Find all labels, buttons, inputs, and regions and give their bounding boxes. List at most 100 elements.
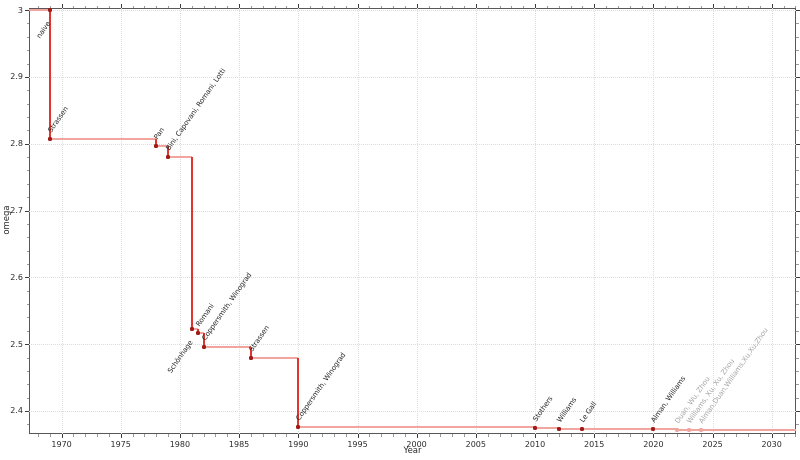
x-tick-mark bbox=[120, 434, 122, 438]
x-tick-mark bbox=[322, 5, 323, 8]
x-tick-mark bbox=[665, 434, 667, 437]
x-tick-mark bbox=[239, 4, 241, 8]
x-gridline bbox=[712, 8, 714, 434]
y-tick-mark bbox=[26, 157, 29, 158]
y-tick-mark bbox=[796, 103, 799, 105]
x-tick-label: 2000 bbox=[406, 440, 427, 449]
y-tick-mark bbox=[26, 23, 29, 25]
x-tick-mark bbox=[759, 5, 761, 8]
x-tick-mark bbox=[511, 434, 513, 437]
data-point-marker bbox=[189, 327, 194, 332]
x-tick-mark bbox=[73, 434, 75, 437]
y-tick-mark bbox=[796, 10, 800, 11]
x-tick-mark bbox=[168, 434, 170, 437]
x-tick-mark bbox=[227, 434, 229, 437]
x-tick-mark bbox=[499, 434, 501, 437]
x-tick-mark bbox=[629, 434, 631, 437]
y-gridline bbox=[29, 277, 796, 279]
x-tick-mark bbox=[452, 434, 454, 437]
x-tick-mark bbox=[191, 5, 193, 8]
y-tick-mark bbox=[796, 330, 799, 332]
x-tick-mark bbox=[191, 434, 193, 437]
y-tick-mark bbox=[796, 263, 799, 265]
y-tick-mark bbox=[26, 384, 29, 386]
x-tick-mark bbox=[298, 4, 300, 8]
x-gridline bbox=[653, 8, 655, 434]
step-segment-horizontal bbox=[298, 426, 535, 428]
y-tick-mark bbox=[25, 410, 29, 412]
x-tick-mark bbox=[641, 5, 643, 8]
step-segment-horizontal bbox=[677, 428, 689, 431]
y-tick-mark bbox=[796, 50, 799, 52]
x-gridline bbox=[298, 8, 300, 434]
data-point-marker bbox=[201, 344, 206, 349]
y-tick-mark bbox=[26, 170, 29, 172]
x-tick-mark bbox=[724, 434, 726, 437]
y-tick-mark bbox=[26, 370, 29, 372]
y-tick-mark bbox=[26, 197, 29, 199]
x-tick-mark bbox=[475, 434, 477, 438]
x-tick-mark bbox=[594, 4, 596, 8]
x-tick-mark bbox=[108, 5, 110, 8]
x-tick-mark bbox=[73, 5, 75, 8]
x-tick-mark bbox=[357, 434, 359, 438]
x-tick-mark bbox=[653, 4, 655, 8]
y-tick-label: 2.6 bbox=[10, 272, 23, 282]
x-tick-mark bbox=[606, 434, 607, 437]
data-point-marker bbox=[556, 427, 561, 432]
step-segment-horizontal bbox=[653, 428, 678, 431]
x-tick-mark bbox=[49, 434, 51, 437]
y-tick-mark bbox=[26, 290, 29, 292]
step-segment-vertical bbox=[167, 146, 170, 157]
x-tick-mark bbox=[499, 5, 501, 8]
data-point-marker bbox=[47, 8, 52, 12]
y-tick-label: 2.7 bbox=[10, 206, 23, 215]
y-tick-mark bbox=[26, 357, 29, 359]
x-tick-mark bbox=[535, 4, 536, 8]
x-tick-mark bbox=[677, 434, 678, 437]
x-tick-mark bbox=[286, 5, 288, 8]
x-tick-mark bbox=[404, 5, 406, 8]
x-tick-mark bbox=[49, 5, 51, 8]
x-tick-mark bbox=[310, 434, 312, 437]
step-segment-horizontal bbox=[250, 357, 299, 360]
y-tick-mark bbox=[26, 397, 29, 399]
data-point-marker bbox=[533, 426, 537, 431]
x-tick-mark bbox=[440, 5, 442, 8]
step-segment-vertical bbox=[249, 346, 252, 359]
x-tick-mark bbox=[570, 434, 572, 437]
x-tick-mark bbox=[688, 434, 690, 437]
plot-area: 1970 1975 1980 1985 1990 1995 2000 2005 2010 2015… bbox=[10, 4, 800, 449]
x-tick-mark bbox=[262, 434, 264, 437]
x-tick-mark bbox=[487, 5, 489, 8]
x-tick-mark bbox=[310, 5, 312, 8]
x-tick-mark bbox=[736, 434, 738, 437]
x-tick-mark bbox=[132, 434, 134, 437]
y-tick-mark bbox=[796, 197, 799, 199]
x-tick-mark bbox=[85, 434, 87, 437]
y-tick-label: 2.8 bbox=[10, 139, 23, 149]
step-segment-horizontal bbox=[191, 328, 198, 331]
x-tick-mark bbox=[736, 5, 738, 8]
x-tick-mark bbox=[700, 434, 702, 437]
x-tick-mark bbox=[795, 5, 797, 8]
step-segment-horizontal bbox=[203, 345, 251, 348]
x-tick-mark bbox=[345, 434, 347, 437]
y-tick-mark bbox=[26, 130, 29, 132]
step-segment-horizontal bbox=[49, 137, 157, 140]
x-tick-mark bbox=[333, 5, 335, 8]
x-tick-mark bbox=[179, 4, 181, 8]
x-tick-mark bbox=[487, 434, 489, 437]
y-tick-mark bbox=[796, 210, 800, 212]
step-segment-vertical bbox=[190, 157, 193, 330]
step-segment-vertical bbox=[48, 10, 51, 139]
x-tick-mark bbox=[783, 5, 785, 8]
y-tick-mark bbox=[796, 397, 799, 399]
y-tick-mark bbox=[26, 116, 29, 118]
y-tick-mark bbox=[796, 116, 799, 118]
y-tick-mark bbox=[796, 344, 800, 346]
y-tick-mark bbox=[26, 90, 29, 92]
y-gridline bbox=[29, 410, 796, 412]
x-gridline bbox=[239, 8, 241, 434]
